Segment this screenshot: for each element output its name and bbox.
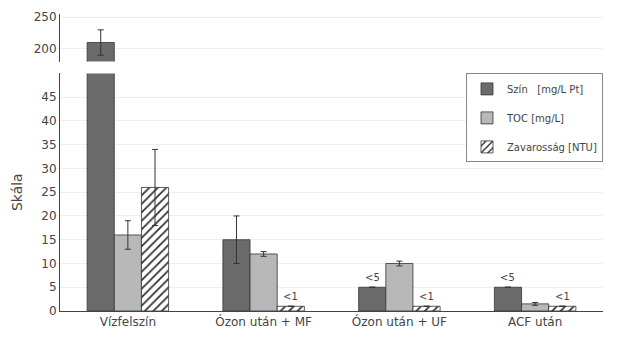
svg-text:45: 45: [41, 90, 56, 104]
svg-text:<5: <5: [365, 272, 380, 283]
svg-text:<5: <5: [500, 272, 515, 283]
svg-text:<1: <1: [283, 291, 298, 302]
svg-text:20: 20: [41, 209, 56, 223]
svg-text:Zavarosság [NTU]: Zavarosság [NTU]: [507, 142, 597, 153]
svg-text:40: 40: [41, 114, 56, 128]
svg-text:Ózon után + UF: Ózon után + UF: [352, 314, 447, 329]
svg-text:200: 200: [34, 42, 57, 56]
svg-text:5: 5: [49, 280, 57, 294]
svg-text:30: 30: [41, 162, 56, 176]
svg-text:<1: <1: [555, 291, 570, 302]
svg-text:250: 250: [34, 10, 57, 24]
svg-text:25: 25: [41, 185, 56, 199]
svg-text:15: 15: [41, 233, 56, 247]
svg-text:ACF után: ACF után: [508, 315, 562, 329]
svg-text:35: 35: [41, 138, 56, 152]
svg-text:Szín [mg/L Pt]: Szín [mg/L Pt]: [507, 84, 583, 95]
svg-text:Ózon után + MF: Ózon után + MF: [215, 314, 312, 329]
svg-text:0: 0: [49, 304, 57, 318]
svg-text:Skála: Skála: [9, 173, 25, 211]
svg-text:Vízfelszín: Vízfelszín: [100, 315, 156, 329]
svg-text:TOC [mg/L]: TOC [mg/L]: [506, 113, 564, 124]
svg-text:<1: <1: [419, 291, 434, 302]
svg-text:10: 10: [41, 257, 56, 271]
